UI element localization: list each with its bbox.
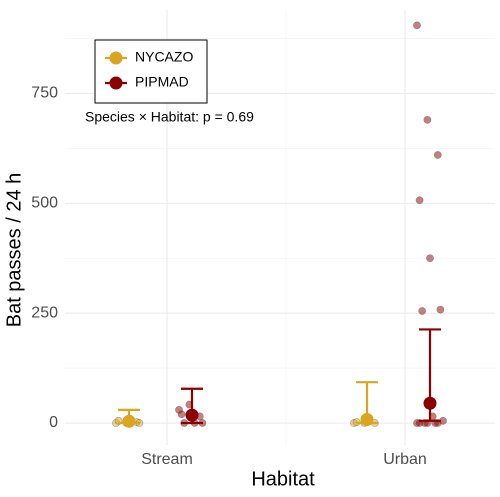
data-point	[418, 307, 427, 315]
data-point	[415, 196, 424, 205]
legend-label: PIPMAD	[135, 74, 189, 90]
data-point	[433, 151, 442, 159]
x-tick-label: Stream	[141, 451, 193, 468]
marks	[112, 21, 447, 428]
data-point	[423, 115, 432, 124]
y-tick-label: 750	[31, 85, 58, 102]
data-point	[177, 410, 186, 419]
x-axis-title: Habitat	[251, 468, 315, 490]
x-tick-label: Urban	[383, 451, 427, 468]
mean-point	[423, 396, 437, 410]
annotation: Species × Habitat: p = 0.69	[85, 109, 254, 125]
mean-point	[122, 414, 136, 428]
y-axis-title: Bat passes / 24 h	[3, 173, 25, 328]
legend-marker	[109, 76, 123, 90]
mean-point	[185, 408, 199, 422]
legend-box	[94, 39, 208, 104]
data-point	[426, 254, 434, 263]
legend-marker	[109, 51, 123, 65]
legend-label: NYCAZO	[135, 49, 193, 65]
data-point	[413, 21, 421, 30]
y-tick-label: 250	[31, 304, 58, 321]
y-tick-label: 500	[31, 195, 58, 212]
data-point	[436, 305, 445, 314]
y-tick-label: 0	[49, 414, 58, 431]
mean-point	[360, 413, 374, 427]
